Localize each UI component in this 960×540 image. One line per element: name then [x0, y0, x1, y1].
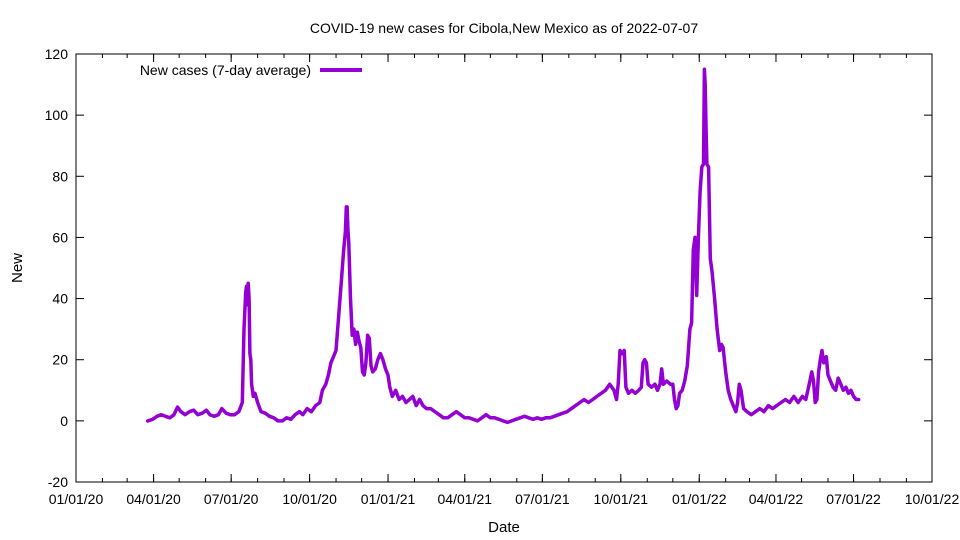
y-axis-label: New	[9, 253, 26, 283]
y-tick-label: 20	[52, 352, 68, 368]
y-tick-label: 60	[52, 229, 68, 245]
x-tick-label: 07/01/22	[826, 491, 881, 507]
y-tick-label: 80	[52, 168, 68, 184]
plot-frame	[75, 53, 933, 483]
y-tick-label: 120	[45, 46, 69, 62]
series-layer	[145, 67, 861, 425]
x-tick-label: 10/01/21	[594, 491, 649, 507]
series-line	[145, 67, 861, 425]
x-tick-label: 01/01/22	[672, 491, 727, 507]
y-tick-label: -20	[48, 474, 68, 490]
y-tick-label: 0	[60, 413, 68, 429]
x-tick-label: 04/01/20	[126, 491, 181, 507]
y-tick-label: 40	[52, 291, 68, 307]
ticks-layer: -20 0 20 40 60 80 100 120 01/01/20 04/01/20 07/01/…	[45, 46, 960, 507]
x-tick-label: 07/01/21	[515, 491, 570, 507]
x-tick-label: 04/01/21	[438, 491, 493, 507]
legend-label: New cases (7-day average)	[140, 62, 311, 78]
x-tick-label: 07/01/20	[204, 491, 259, 507]
x-tick-label: 01/01/20	[49, 491, 104, 507]
y-tick-label: 100	[45, 107, 69, 123]
x-tick-label: 04/01/22	[749, 491, 804, 507]
legend: New cases (7-day average)	[140, 62, 362, 78]
chart-title: COVID-19 new cases for Cibola,New Mexico…	[310, 20, 699, 36]
x-tick-label: 10/01/22	[905, 491, 960, 507]
x-tick-label: 10/01/20	[282, 491, 337, 507]
x-axis-label: Date	[488, 519, 520, 536]
x-tick-label: 01/01/21	[361, 491, 416, 507]
